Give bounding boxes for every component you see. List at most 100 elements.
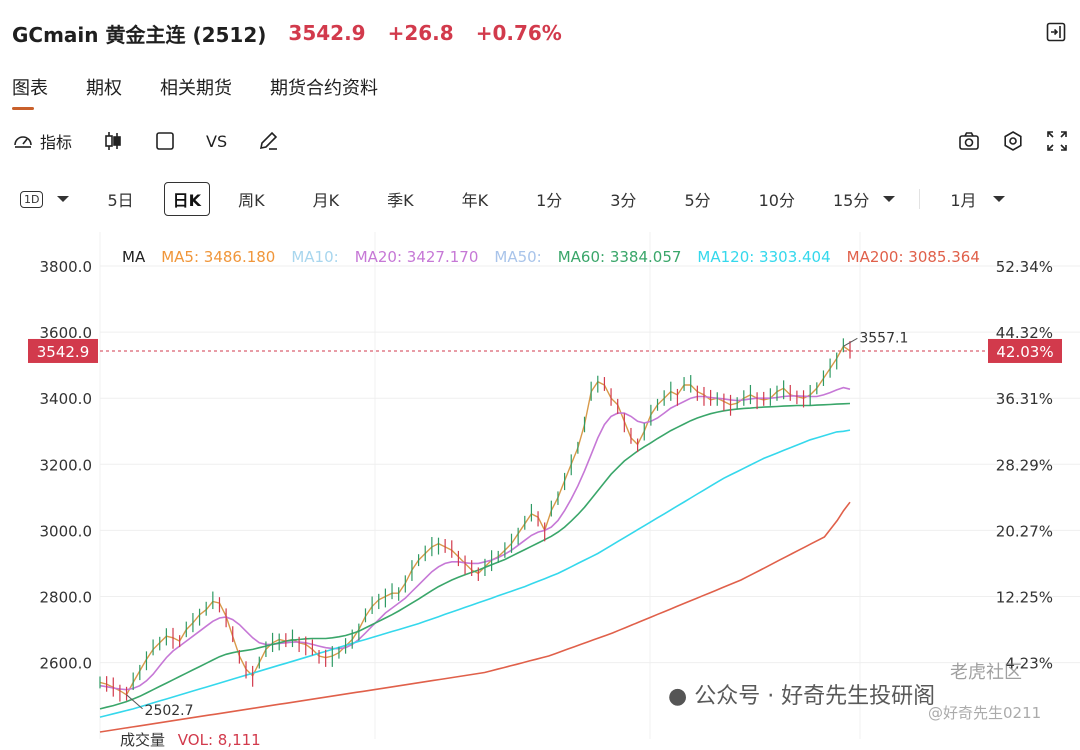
watermark-wechat-icon: ● bbox=[668, 684, 688, 709]
y-tick-label: 2800.0 bbox=[40, 589, 93, 607]
min-pointer bbox=[126, 694, 143, 710]
y-tick-label: 3600.0 bbox=[40, 324, 93, 342]
tab-chart[interactable]: 图表 bbox=[12, 74, 48, 110]
current-pct-tag-text: 42.03% bbox=[996, 343, 1053, 361]
y-tick-label: 2600.0 bbox=[40, 655, 93, 673]
tab-contract-info[interactable]: 期货合约资料 bbox=[270, 74, 378, 110]
series-line-MA20 bbox=[99, 386, 851, 691]
period-monthly[interactable]: 月K bbox=[312, 191, 340, 210]
indicator-icon bbox=[14, 136, 32, 148]
vs-button[interactable]: VS bbox=[206, 132, 227, 151]
series-line-MA60 bbox=[99, 402, 851, 710]
grid-layer bbox=[99, 232, 1080, 739]
pct-tick-label: 52.34% bbox=[996, 258, 1053, 276]
fullscreen-icon[interactable] bbox=[1046, 130, 1068, 152]
indicator-label: 指标 bbox=[40, 133, 73, 152]
period-1min[interactable]: 1分 bbox=[536, 191, 563, 210]
pct-tick-label: 28.29% bbox=[996, 456, 1053, 474]
tab-label: 图表 bbox=[12, 78, 48, 99]
tab-label: 期货合约资料 bbox=[270, 78, 378, 99]
chevron-down-icon bbox=[883, 196, 896, 202]
period-5day[interactable]: 5日 bbox=[107, 191, 134, 210]
ma-legend: MA MA5: 3486.180 MA10: MA20: 3427.170 MA50: M… bbox=[122, 248, 980, 266]
ma-legend-item: MA60: 3384.057 bbox=[558, 248, 682, 266]
period-3min[interactable]: 3分 bbox=[610, 191, 637, 210]
period-15min-label: 15分 bbox=[833, 191, 870, 210]
price-chart-svg: 3800.0 52.34% 3600.0 44.32% 3400.0 36.31% 3200… bbox=[28, 232, 1080, 739]
y-tick-label: 3000.0 bbox=[40, 522, 93, 540]
max-pointer bbox=[843, 337, 858, 347]
period-weekly[interactable]: 周K bbox=[238, 191, 265, 210]
series-layer bbox=[99, 338, 851, 733]
current-price-tag-text: 3542.9 bbox=[37, 343, 90, 361]
label-layer: 3800.0 52.34% 3600.0 44.32% 3400.0 36.31% 3200… bbox=[28, 258, 1062, 719]
ma-legend-item: MA10: bbox=[291, 248, 338, 266]
toolbar-right bbox=[958, 126, 1068, 156]
chevron-down-icon bbox=[992, 196, 1005, 202]
current-price-tag bbox=[28, 338, 98, 363]
watermark-community: 老虎社区 bbox=[950, 662, 1022, 683]
exit-icon[interactable] bbox=[1046, 22, 1066, 42]
pct-tick-label: 4.23% bbox=[1005, 655, 1053, 673]
period-badge-dropdown[interactable]: 1D bbox=[12, 183, 81, 215]
ma-legend-item: MA50: bbox=[494, 248, 541, 266]
draw-pen-icon bbox=[260, 131, 278, 150]
tab-label: 期权 bbox=[86, 78, 122, 99]
period-10min[interactable]: 10分 bbox=[758, 191, 795, 210]
watermark-account: 公众号 · 好奇先生投研阁 bbox=[694, 684, 936, 709]
ma-legend-item: MA bbox=[122, 248, 146, 266]
chevron-down-icon bbox=[57, 196, 70, 202]
period-5min[interactable]: 5分 bbox=[684, 191, 711, 210]
pct-tick-label: 12.25% bbox=[996, 589, 1053, 607]
min-label: 2502.7 bbox=[145, 703, 194, 719]
volume-value: VOL: 8,111 bbox=[177, 731, 261, 749]
range-label: 1月 bbox=[950, 191, 977, 210]
vs-label: VS bbox=[206, 131, 228, 151]
period-daily[interactable]: 日K bbox=[163, 182, 211, 216]
last-price: 3542.9 bbox=[288, 21, 366, 45]
range-dropdown[interactable]: 1月 bbox=[942, 183, 1016, 215]
instrument-title: GCmain 黄金主连 (2512) bbox=[12, 22, 267, 47]
pct-tick-label: 20.27% bbox=[996, 522, 1053, 540]
y-tick-label: 3800.0 bbox=[40, 258, 93, 276]
period-15min-dropdown[interactable]: 15分 bbox=[825, 183, 907, 215]
settings-icon[interactable] bbox=[1002, 130, 1024, 152]
series-line-MA120 bbox=[99, 429, 851, 718]
volume-title: 成交量 bbox=[120, 731, 166, 749]
square-button[interactable] bbox=[154, 130, 176, 152]
quote-header: GCmain 黄金主连 (2512) 3542.9 +26.8 +0.76% bbox=[12, 18, 562, 48]
ma-legend-item: MA200: 3085.364 bbox=[847, 248, 980, 266]
period-badge: 1D bbox=[20, 190, 44, 208]
y-tick-label: 3200.0 bbox=[40, 456, 93, 474]
candlestick-icon bbox=[105, 132, 121, 150]
watermark-handle: @好奇先生0211 bbox=[928, 704, 1042, 722]
divider bbox=[919, 189, 921, 209]
indicator-button[interactable]: 指标 bbox=[12, 129, 72, 153]
draw-button[interactable] bbox=[257, 130, 279, 152]
price-chart[interactable]: 3800.0 52.34% 3600.0 44.32% 3400.0 36.31% 3200… bbox=[0, 232, 1080, 749]
main-tabs: 图表 期权 相关期货 期货合约资料 bbox=[12, 74, 378, 110]
candlestick-button[interactable] bbox=[102, 130, 124, 152]
y-tick-label: 3400.0 bbox=[40, 390, 93, 408]
current-pct-tag bbox=[988, 338, 1062, 363]
pct-tick-label: 44.32% bbox=[996, 324, 1053, 342]
period-yearly[interactable]: 年K bbox=[461, 191, 489, 210]
price-change-percent: +0.76% bbox=[475, 21, 562, 45]
camera-icon[interactable] bbox=[958, 130, 980, 152]
tab-label: 相关期货 bbox=[160, 78, 232, 99]
period-quarterly[interactable]: 季K bbox=[387, 191, 414, 210]
ma-legend-item: MA20: 3427.170 bbox=[355, 248, 479, 266]
price-change: +26.8 bbox=[387, 21, 454, 45]
watermark-text: ● 公众号 · 好奇先生投研阁 bbox=[668, 678, 935, 710]
chart-toolbar: 指标 VS bbox=[12, 126, 1068, 156]
series-line-MA200 bbox=[99, 501, 851, 733]
square-icon bbox=[156, 132, 174, 150]
tab-related-futures[interactable]: 相关期货 bbox=[160, 74, 232, 110]
period-selector: 1D 5日 日K 周K 月K 季K 年K 1分 3分 5分 10分 15分 1月 bbox=[12, 182, 1068, 216]
tab-options[interactable]: 期权 bbox=[86, 74, 122, 110]
pct-tick-label: 36.31% bbox=[996, 390, 1053, 408]
volume-label: 成交量 VOL: 8,111 bbox=[120, 729, 261, 750]
max-label: 3557.1 bbox=[859, 330, 908, 346]
ma-legend-item: MA120: 3303.404 bbox=[697, 248, 830, 266]
ma-legend-item: MA5: 3486.180 bbox=[161, 248, 275, 266]
